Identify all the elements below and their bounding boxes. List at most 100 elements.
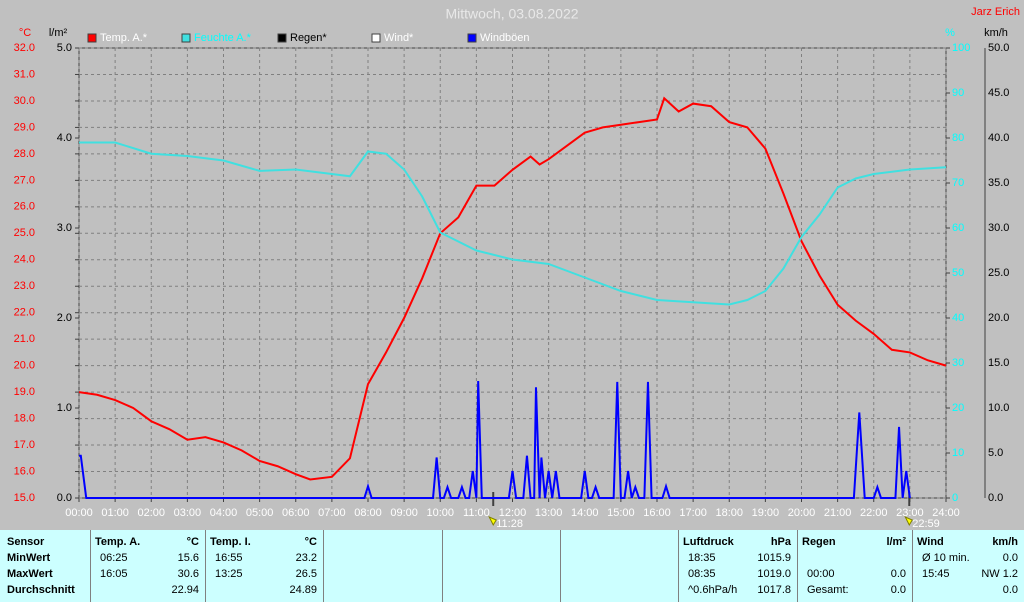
y-tick-label: 0: [952, 492, 958, 504]
y-tick-label: 30.0: [14, 95, 35, 107]
y-tick-label: 80: [952, 132, 964, 144]
cell-time: 15:45: [922, 568, 950, 580]
divider: [912, 530, 913, 602]
y-tick-label: 32.0: [14, 42, 35, 54]
y-tick-label: 21.0: [14, 333, 35, 345]
x-tick-label: 12:00: [499, 507, 527, 519]
y-tick-label: 3.0: [57, 222, 72, 234]
block-header: Temp. I.: [210, 536, 251, 548]
y-tick-label: 16.0: [14, 465, 35, 477]
legend-label: Wind*: [384, 32, 414, 44]
x-tick-label: 22:00: [860, 507, 888, 519]
y-tick-label: 2.0: [57, 312, 72, 324]
cell-value: 0.0: [890, 568, 906, 580]
block-header: Luftdruck: [683, 536, 734, 548]
y-tick-label: 27.0: [14, 174, 35, 186]
divider: [323, 530, 324, 602]
y-tick-label: 35.0: [988, 177, 1009, 189]
divider: [442, 530, 443, 602]
x-tick-label: 02:00: [137, 507, 165, 519]
axis-unit: km/h: [984, 27, 1008, 39]
series-line: [79, 141, 947, 306]
x-tick-label: 04:00: [210, 507, 238, 519]
legend-swatch: [87, 33, 97, 43]
cell-value: 0.0: [1002, 552, 1018, 564]
x-tick-label: 14:00: [571, 507, 599, 519]
y-tick-label: 29.0: [14, 121, 35, 133]
x-tick-label: 11:00: [463, 507, 490, 519]
x-tick-label: 03:00: [174, 507, 202, 519]
block-unit: °C: [304, 536, 317, 548]
divider: [797, 530, 798, 602]
cell-value: 22.94: [171, 584, 199, 596]
x-tick-label: 01:00: [101, 507, 129, 519]
marker-label: 11:28: [496, 518, 523, 530]
author: Jarz Erich: [971, 6, 1020, 18]
y-tick-label: 24.0: [14, 254, 35, 266]
y-tick-label: 19.0: [14, 386, 35, 398]
y-tick-label: 10.0: [988, 402, 1009, 414]
x-tick-label: 15:00: [607, 507, 635, 519]
legend-swatch: [181, 33, 191, 43]
block-unit: l/m²: [886, 536, 906, 548]
y-tick-label: 5.0: [57, 42, 72, 54]
y-tick-label: 18.0: [14, 412, 35, 424]
block-unit: hPa: [770, 536, 791, 548]
series-line: [79, 380, 911, 499]
x-tick-label: 24:00: [932, 507, 960, 519]
marker-icon: [488, 516, 497, 527]
x-tick-label: 10:00: [426, 507, 454, 519]
y-tick-label: 70: [952, 177, 964, 189]
y-tick-label: 28.0: [14, 148, 35, 160]
y-tick-label: 17.0: [14, 439, 35, 451]
y-tick-label: 100: [952, 42, 970, 54]
x-tick-label: 19:00: [752, 507, 780, 519]
y-tick-label: 0.0: [988, 492, 1003, 504]
divider: [678, 530, 679, 602]
y-tick-label: 50: [952, 267, 964, 279]
row-label: MinWert: [7, 552, 51, 564]
x-tick-label: 00:00: [65, 507, 93, 519]
x-tick-label: 13:00: [535, 507, 563, 519]
cell-time: ^0.6hPa/h: [688, 584, 738, 596]
y-tick-label: 50.0: [988, 42, 1009, 54]
y-tick-label: 45.0: [988, 87, 1009, 99]
block-unit: km/h: [992, 536, 1018, 548]
cell-value: 0.0: [890, 584, 906, 596]
chart: Mittwoch, 03.08.2022 Jarz Erich 00:00 01:…: [14, 6, 1020, 530]
block-unit: °C: [186, 536, 199, 548]
cell-time: 16:05: [100, 568, 128, 580]
y-tick-label: 4.0: [57, 132, 72, 144]
y-tick-label: 20: [952, 402, 964, 414]
axis-unit: °C: [19, 27, 31, 39]
row-label: Durchschnitt: [7, 584, 75, 596]
cell-value: 15.6: [177, 552, 199, 564]
y-tick-label: 30.0: [988, 222, 1009, 234]
x-tick-label: 05:00: [246, 507, 274, 519]
cell-time: Ø 10 min.: [922, 552, 970, 564]
summary-table: Sensor MinWert MaxWert Durchschnitt Temp. A.…: [0, 530, 1024, 602]
cell-time: 00:00: [807, 568, 835, 580]
legend-swatch: [467, 33, 477, 43]
y-tick-label: 25.0: [14, 227, 35, 239]
y-tick-label: 26.0: [14, 201, 35, 213]
x-tick-label: 18:00: [715, 507, 743, 519]
block-header: Regen: [802, 536, 836, 548]
x-tick-label: 20:00: [788, 507, 816, 519]
cell-value: 1017.8: [757, 584, 791, 596]
cell-time: Gesamt:: [807, 584, 849, 596]
cell-time: 18:35: [688, 552, 716, 564]
x-tick-label: 17:00: [679, 507, 707, 519]
y-tick-label: 40: [952, 312, 964, 324]
legend-swatch: [277, 33, 287, 43]
axis-unit: l/m²: [49, 27, 68, 39]
x-tick-label: 09:00: [390, 507, 418, 519]
x-tick-label: 16:00: [643, 507, 671, 519]
y-tick-label: 31.0: [14, 68, 35, 80]
legend-label: Feuchte A.*: [194, 32, 252, 44]
cell-value: 26.5: [295, 568, 317, 580]
marker-icon: [904, 516, 913, 527]
x-tick-label: 23:00: [896, 507, 924, 519]
y-tick-label: 90: [952, 87, 964, 99]
series-line: [78, 96, 947, 481]
